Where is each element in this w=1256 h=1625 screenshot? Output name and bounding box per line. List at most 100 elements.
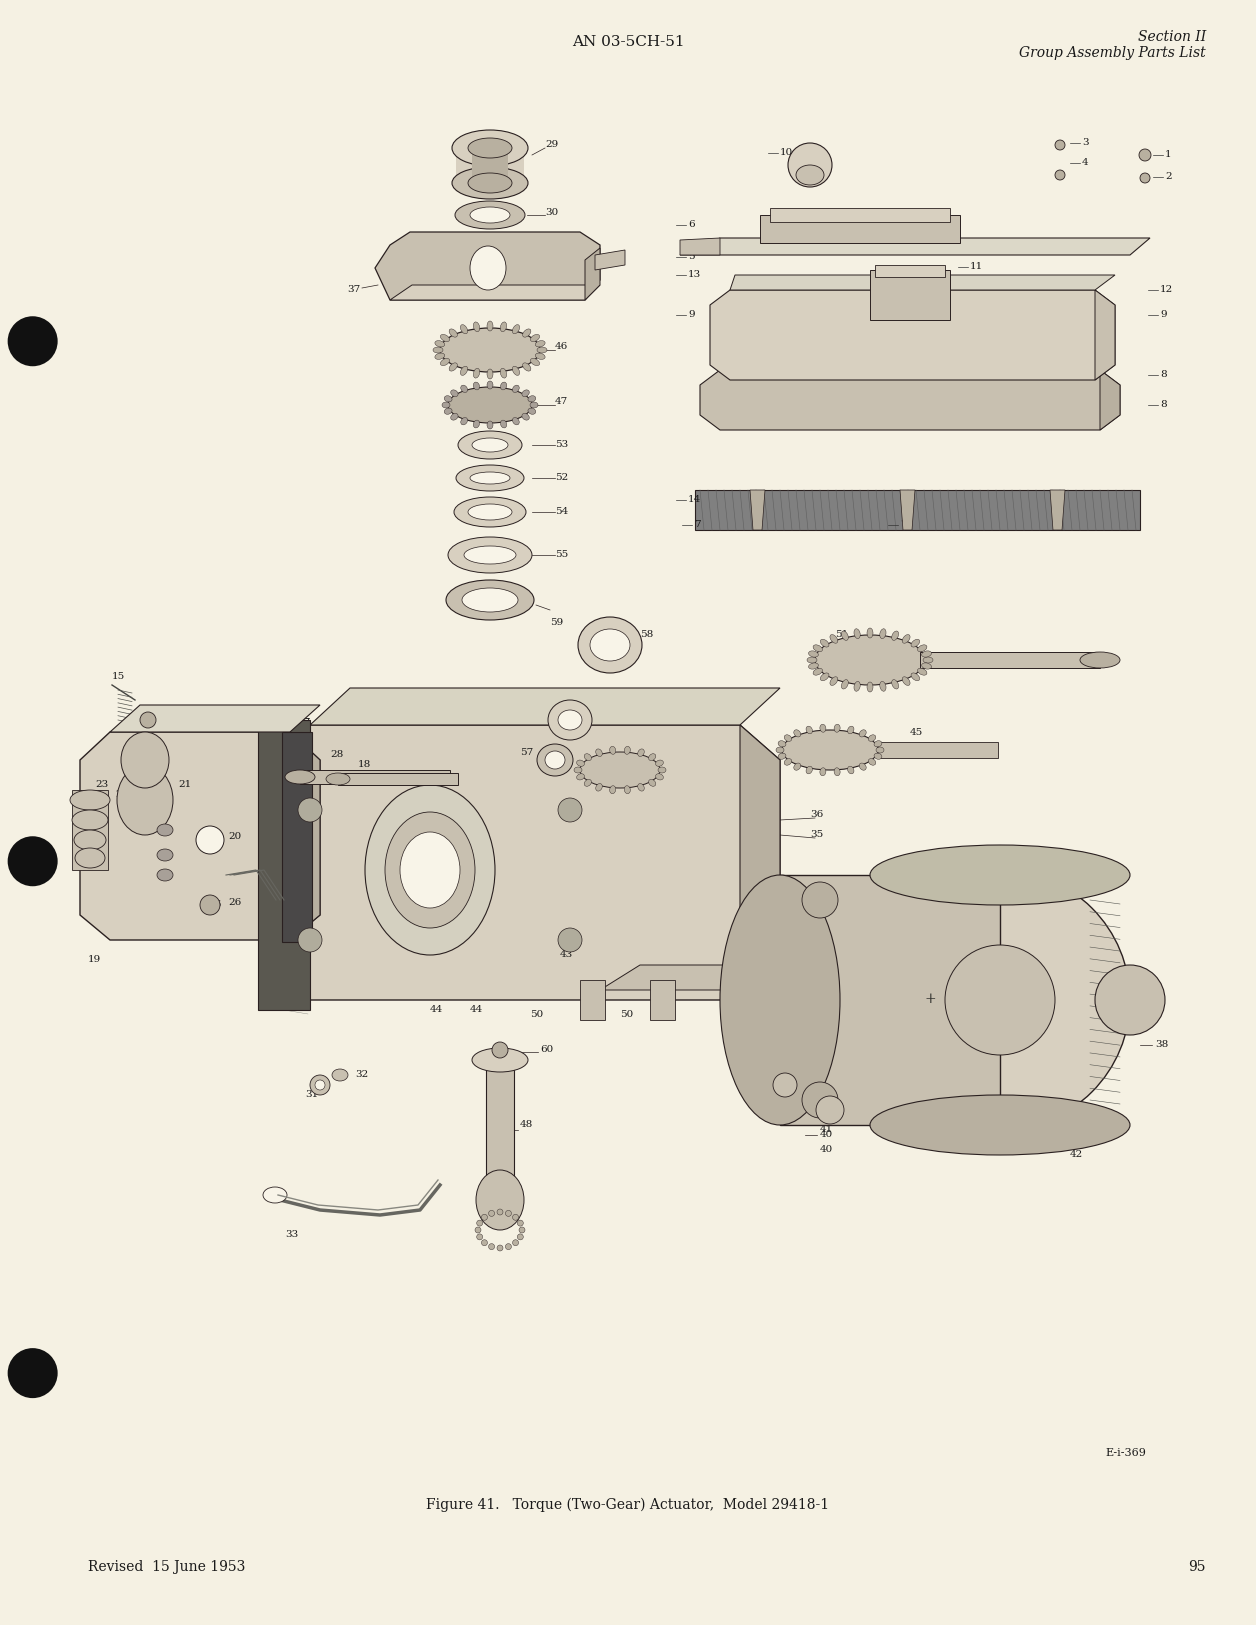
Polygon shape (585, 249, 600, 301)
Ellipse shape (794, 730, 801, 738)
Ellipse shape (70, 790, 111, 809)
Ellipse shape (72, 809, 108, 830)
Ellipse shape (1139, 150, 1150, 161)
Text: 9: 9 (688, 310, 695, 318)
Polygon shape (580, 980, 605, 1020)
Ellipse shape (461, 385, 467, 393)
Ellipse shape (868, 734, 875, 741)
Ellipse shape (820, 673, 829, 681)
Ellipse shape (867, 627, 873, 639)
Bar (85, 89, 1171, 1480)
Ellipse shape (487, 369, 494, 379)
Ellipse shape (74, 830, 106, 850)
Ellipse shape (796, 166, 824, 185)
Ellipse shape (803, 1082, 838, 1118)
Ellipse shape (500, 369, 506, 379)
Ellipse shape (505, 1243, 511, 1250)
Text: 40: 40 (820, 1129, 833, 1139)
Text: 44: 44 (470, 1004, 484, 1014)
Ellipse shape (441, 335, 450, 341)
Ellipse shape (315, 1081, 325, 1090)
Ellipse shape (386, 812, 475, 928)
Text: 60: 60 (540, 1045, 553, 1055)
Ellipse shape (806, 726, 813, 734)
Ellipse shape (848, 765, 854, 774)
Text: 56: 56 (540, 705, 553, 713)
Polygon shape (310, 687, 780, 725)
Ellipse shape (854, 629, 860, 639)
Ellipse shape (945, 946, 1055, 1055)
Ellipse shape (609, 746, 615, 754)
Ellipse shape (638, 749, 644, 757)
Polygon shape (111, 705, 320, 731)
Text: 4: 4 (1081, 158, 1089, 167)
Text: 32: 32 (355, 1069, 368, 1079)
Text: 35: 35 (810, 830, 823, 838)
Ellipse shape (470, 245, 506, 289)
Ellipse shape (477, 1220, 482, 1227)
Ellipse shape (399, 832, 460, 908)
Ellipse shape (788, 143, 831, 187)
Text: 49: 49 (766, 1100, 779, 1108)
Ellipse shape (558, 798, 582, 822)
Ellipse shape (902, 676, 911, 686)
Text: 33: 33 (285, 1230, 298, 1238)
Bar (456, 148, 524, 184)
Ellipse shape (624, 746, 631, 754)
Bar (472, 148, 507, 184)
Text: 3: 3 (1081, 138, 1089, 146)
Ellipse shape (648, 754, 656, 760)
Bar (486, 1060, 514, 1199)
Ellipse shape (522, 328, 531, 336)
Text: 27: 27 (298, 951, 311, 959)
Ellipse shape (813, 668, 823, 674)
Text: 48: 48 (520, 1120, 534, 1129)
Bar (919, 652, 1100, 668)
Text: 17: 17 (298, 718, 311, 726)
Ellipse shape (848, 726, 854, 734)
Text: Group Assembly Parts List: Group Assembly Parts List (1019, 46, 1206, 60)
Ellipse shape (474, 421, 480, 427)
Bar (780, 874, 1000, 1124)
Text: 42: 42 (1020, 1129, 1034, 1139)
Ellipse shape (867, 682, 873, 692)
Text: 44: 44 (430, 1004, 443, 1014)
Ellipse shape (8, 317, 58, 366)
Ellipse shape (461, 366, 467, 375)
Ellipse shape (808, 656, 816, 663)
Text: 59: 59 (550, 618, 563, 627)
Ellipse shape (590, 629, 631, 661)
Ellipse shape (874, 741, 882, 748)
Ellipse shape (512, 418, 519, 424)
Text: 45: 45 (911, 728, 923, 738)
Ellipse shape (820, 639, 829, 647)
Polygon shape (391, 284, 600, 301)
Ellipse shape (859, 730, 867, 738)
Ellipse shape (492, 1042, 507, 1058)
Ellipse shape (157, 848, 173, 861)
Text: 9: 9 (1161, 310, 1167, 318)
Ellipse shape (794, 764, 801, 770)
Bar (283, 731, 311, 942)
Text: 5: 5 (688, 252, 695, 262)
Ellipse shape (474, 369, 480, 379)
Ellipse shape (298, 798, 322, 822)
Ellipse shape (8, 1349, 58, 1398)
Ellipse shape (468, 138, 512, 158)
Ellipse shape (468, 172, 512, 193)
Ellipse shape (470, 206, 510, 223)
Text: 50: 50 (620, 1011, 633, 1019)
Ellipse shape (448, 387, 533, 422)
Ellipse shape (441, 359, 450, 366)
Ellipse shape (638, 783, 644, 791)
Ellipse shape (476, 1170, 524, 1230)
Text: 22: 22 (158, 800, 171, 809)
Ellipse shape (658, 767, 666, 774)
Ellipse shape (834, 725, 840, 733)
Text: 51: 51 (835, 630, 848, 639)
Ellipse shape (538, 744, 573, 777)
Ellipse shape (487, 380, 494, 388)
Text: 52: 52 (555, 473, 568, 483)
Text: 43: 43 (560, 951, 573, 959)
Ellipse shape (461, 418, 467, 424)
